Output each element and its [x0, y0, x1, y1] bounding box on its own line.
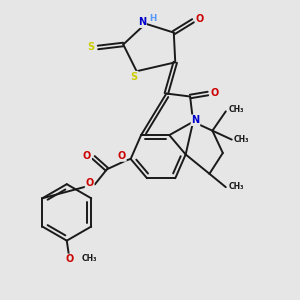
Text: O: O [118, 151, 126, 161]
Text: S: S [87, 43, 94, 52]
Text: O: O [83, 151, 91, 161]
Text: N: N [191, 115, 200, 125]
Text: N: N [138, 17, 146, 27]
Text: O: O [85, 178, 94, 188]
Text: O: O [210, 88, 219, 98]
Text: CH₃: CH₃ [82, 254, 97, 263]
Text: O: O [66, 254, 74, 264]
Text: CH₃: CH₃ [228, 105, 244, 114]
Text: CH₃: CH₃ [228, 182, 244, 191]
Text: O: O [196, 14, 204, 24]
Text: CH₃: CH₃ [234, 134, 250, 143]
Text: S: S [131, 72, 138, 82]
Text: H: H [149, 14, 157, 23]
